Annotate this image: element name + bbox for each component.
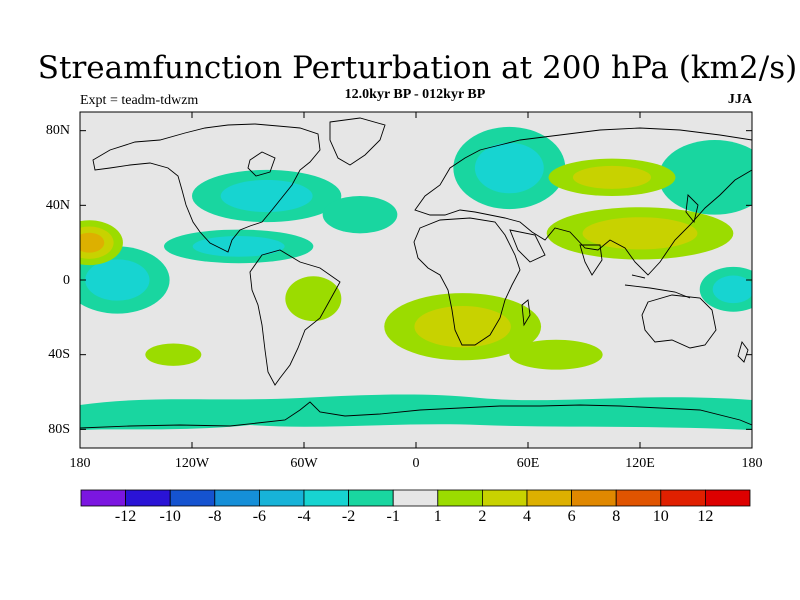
colorbar-label: 4	[523, 508, 531, 525]
colorbar-label: -8	[208, 508, 222, 525]
lon-label-180e: 180	[741, 456, 763, 471]
colorbar-label: -4	[297, 508, 311, 525]
colorbar-swatch	[303, 489, 349, 507]
coastline-eurasia	[414, 127, 752, 276]
south-asia-high-contour-2	[582, 217, 698, 250]
colorbar-label: 8	[612, 508, 621, 525]
colorbar-label: -2	[341, 508, 356, 525]
south-atlantic-high-contour-1	[285, 276, 342, 322]
coastline-japan	[685, 194, 699, 224]
lat-label-80s: 80S	[48, 422, 70, 437]
axis-ticks	[79, 112, 753, 448]
colorbar-label: 6	[567, 508, 576, 525]
south-indian-ocean-high-contour-1	[509, 339, 603, 370]
colorbar-label: 10	[652, 508, 669, 525]
colorbar-swatch	[214, 489, 260, 507]
colorbar-swatch	[80, 489, 126, 507]
coastline-india	[579, 244, 603, 276]
lon-label-120w: 120W	[174, 456, 210, 471]
experiment-label: Expt = teadm-tdwzm	[80, 93, 199, 108]
colorbar-swatch	[348, 489, 394, 507]
colorbar-swatch	[392, 489, 439, 507]
hawaii-high-contour-3	[80, 232, 105, 253]
coastline-australia	[641, 294, 717, 349]
central-pacific-trough-contour-2	[85, 259, 150, 301]
coastline-indonesia	[624, 274, 691, 299]
east-siberia-low-contour-1	[658, 140, 752, 215]
coastline-new-zealand	[737, 341, 749, 363]
southern-africa-high-contour-2	[414, 305, 511, 348]
coastline-greenland	[329, 117, 386, 166]
lat-label-0: 0	[63, 273, 70, 288]
coastline-south-america	[249, 249, 341, 386]
lon-label-180w: 180	[69, 456, 91, 471]
colorbar	[80, 489, 751, 507]
period-subtitle: 12.0kyr BP - 012kyr BP	[344, 87, 486, 102]
colorbar-label: -10	[159, 508, 181, 525]
colorbar-swatch	[437, 489, 483, 507]
colorbar-swatch	[169, 489, 216, 507]
colorbar-swatch	[660, 489, 706, 507]
coastline-north-america	[92, 123, 321, 253]
lon-label-120e: 120E	[625, 456, 655, 471]
colorbar-label: 12	[697, 508, 714, 525]
west-pacific-low-contour-2	[712, 275, 752, 304]
colorbar-label: -12	[114, 508, 137, 525]
colorbar-swatch	[615, 489, 662, 507]
season-label: JJA	[727, 92, 752, 107]
colorbar-label: 2	[478, 508, 487, 525]
colorbar-label: 1	[433, 508, 442, 525]
colorbar-label: -1	[386, 508, 400, 525]
colorbar-swatch	[481, 489, 528, 507]
coastline-antarctica	[80, 401, 752, 429]
coastline-arabia	[509, 229, 546, 263]
central-america-trough-contour-2	[192, 236, 285, 257]
map-title: Streamfunction Perturbation at 200 hPa (…	[37, 50, 798, 86]
colorbar-swatch	[125, 489, 171, 507]
colorbar-swatch	[705, 489, 751, 507]
coastline-africa	[413, 217, 521, 346]
lat-label-80n: 80N	[45, 123, 70, 138]
coastline-hudson-bay	[247, 151, 276, 177]
colorbar-swatch	[571, 489, 617, 507]
colorbar-swatch	[526, 489, 572, 507]
north-europe-trough-contour-2	[474, 142, 544, 194]
south-pacific-high-contour-1	[145, 343, 202, 366]
colorbar-swatch	[258, 489, 305, 507]
north-america-trough-contour-2	[220, 179, 313, 213]
lon-label-60e: 60E	[516, 456, 540, 471]
colorbar-label: -6	[252, 508, 267, 525]
lat-label-40n: 40N	[45, 198, 70, 213]
north-atlantic-trough-contour-1	[322, 196, 398, 234]
lon-label-0: 0	[412, 456, 420, 471]
siberia-high-contour-2	[572, 165, 652, 189]
antarctic-negative-band	[80, 394, 752, 430]
coastlines	[80, 117, 752, 429]
contour-fill-layer	[80, 126, 752, 430]
coastline-madagascar	[521, 299, 531, 327]
lon-label-60w: 60W	[290, 456, 318, 471]
lat-label-40s: 40S	[48, 347, 70, 362]
